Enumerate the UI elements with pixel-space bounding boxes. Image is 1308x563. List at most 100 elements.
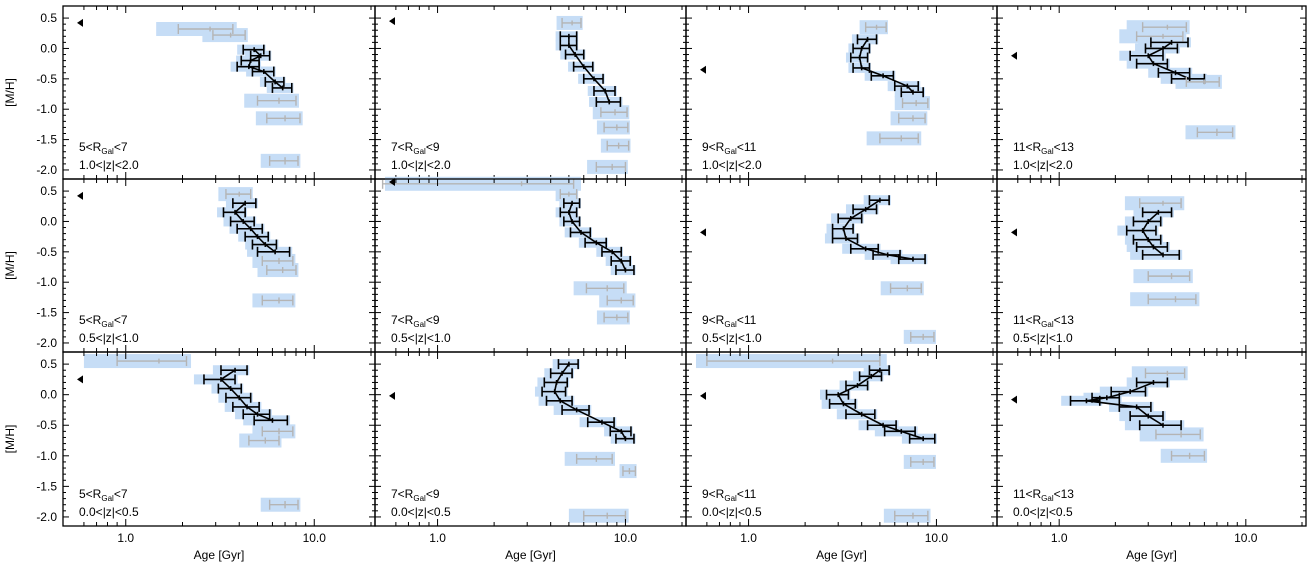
data-point-highlighted <box>593 85 616 96</box>
y-tick-label: -1.0 <box>36 102 57 116</box>
data-point-highlighted <box>852 204 878 215</box>
data-point-highlighted <box>559 31 578 42</box>
data-point-highlighted <box>203 374 236 385</box>
data-point-highlighted <box>1110 386 1147 397</box>
panel-label-height: 1.0<|z|<2.0 <box>702 158 762 172</box>
data-point-highlighted <box>868 365 890 376</box>
panel-label-height: 0.0<|z|<0.5 <box>702 505 762 519</box>
data-point-faint <box>910 456 935 467</box>
data-point-highlighted <box>225 392 252 403</box>
data-point-faint <box>268 155 299 166</box>
data-point-faint <box>1196 127 1234 138</box>
data-point-highlighted <box>845 380 869 391</box>
panel-2-2: 7<RGal<9 0.5<|z|<1.0 <box>374 176 687 353</box>
panel-label-radius: 9<RGal<11 <box>702 313 757 329</box>
panel-label-height: 0.5<|z|<1.0 <box>79 331 139 345</box>
data-point-highlighted <box>837 213 863 224</box>
panel-label-height: 0.0<|z|<0.5 <box>391 505 451 519</box>
data-point-highlighted <box>236 61 260 72</box>
panel-2-1: 5<RGal<7 0.5<|z|<1.0 0.5 0.0 -0.5 -1.0 -1.5 -2.… <box>36 178 376 353</box>
data-point-highlighted <box>1129 50 1164 61</box>
data-point-highlighted <box>900 87 924 98</box>
panel-label-r-part: 11<R <box>1013 313 1041 327</box>
y-tick-label: 0.0 <box>40 214 57 228</box>
y-axis-title: [M/H] <box>3 78 17 107</box>
trend-line <box>1141 211 1164 256</box>
data-point-highlighted <box>601 246 623 257</box>
trend-line <box>842 199 914 260</box>
data-point-faint <box>266 265 297 276</box>
data-point-faint <box>606 140 630 151</box>
data-point-faint <box>256 95 297 106</box>
data-point-highlighted <box>831 223 854 234</box>
data-point-highlighted <box>1132 234 1162 245</box>
y-tick-label: 0.5 <box>40 184 57 198</box>
x-tick-label: 1.0 <box>117 531 134 545</box>
data-point-faint <box>889 283 922 294</box>
panel-label-radius: 5<RGal<7 <box>79 487 128 503</box>
x-axis-titles: Age [Gyr] Age [Gyr] Age [Gyr] Age [Gyr] <box>194 548 1177 562</box>
panel-2-3: 9<RGal<11 0.5<|z|<1.0 <box>685 178 998 353</box>
panel-label-r-sub: Gal <box>1041 320 1054 329</box>
data-point-highlighted <box>563 216 581 227</box>
data-point-highlighted <box>849 52 869 63</box>
data-point-highlighted <box>1141 207 1173 218</box>
panel-frame <box>996 351 1307 527</box>
y-tick-label: -2.0 <box>36 336 57 350</box>
y-tick-label: -0.5 <box>36 72 57 86</box>
data-point-highlighted <box>825 389 850 400</box>
data-point-faint <box>381 178 575 189</box>
x-tick-label: 10.0 <box>303 531 327 545</box>
panel-label-r-end: <9 <box>426 487 440 501</box>
data-point-highlighted <box>893 81 920 92</box>
data-point-highlighted <box>897 254 926 265</box>
panel-grid: 5<RGal<7 1.0<|z|<2.0 0.5 0.0 -0.5 -1.0 -1.5 -2.… <box>36 5 1307 545</box>
y-tick-label: -0.5 <box>36 418 57 432</box>
data-point-highlighted <box>1125 225 1157 236</box>
data-point-highlighted <box>1135 241 1169 252</box>
data-point-highlighted <box>849 243 880 254</box>
data-point-faint <box>864 22 887 33</box>
panel-label-radius: 9<RGal<11 <box>702 140 757 156</box>
data-point-faint <box>248 435 280 446</box>
panel-label-radius: 11<RGal<13 <box>1013 140 1074 156</box>
y-tick-label: -0.5 <box>36 245 57 259</box>
data-point-highlighted <box>563 198 581 209</box>
data-point-faint <box>261 426 294 437</box>
data-point-highlighted <box>1135 58 1169 69</box>
data-point-faint <box>559 189 578 200</box>
data-point-highlighted <box>222 207 246 218</box>
y-tick-label: -1.0 <box>36 275 57 289</box>
panel-label-r-end: <11 <box>737 313 757 327</box>
data-point-highlighted <box>1129 411 1164 422</box>
panel-label-r-end: <9 <box>426 313 440 327</box>
data-point-faint <box>1144 368 1186 379</box>
panel-1-4: 11<RGal<13 1.0<|z|<2.0 <box>996 5 1307 180</box>
data-point-highlighted <box>883 426 916 437</box>
age-marker-triangle <box>389 391 395 400</box>
data-point-highlighted <box>242 409 271 420</box>
data-point-faint <box>225 189 252 200</box>
data-point-highlighted <box>251 239 278 250</box>
x-tick-label: 10.0 <box>925 531 949 545</box>
y-axis-title: [M/H] <box>3 251 17 280</box>
panel-label-r-end: <7 <box>114 313 128 327</box>
y-tick-label: -1.5 <box>36 133 57 147</box>
panel-label-height: 1.0<|z|<2.0 <box>1013 158 1073 172</box>
panel-label-height: 0.0<|z|<0.5 <box>79 505 139 519</box>
y-tick-label: -2.0 <box>36 163 57 177</box>
panel-label-height: 0.0<|z|<0.5 <box>1013 505 1073 519</box>
data-point-highlighted <box>549 368 573 379</box>
panel-label-height: 0.5<|z|<1.0 <box>1013 331 1073 345</box>
panel-label-radius: 7<RGal<9 <box>391 487 440 503</box>
data-point-faint <box>622 466 637 477</box>
data-point-highlighted <box>244 231 270 242</box>
data-point-highlighted <box>271 82 293 93</box>
panel-label-r-end: <7 <box>114 140 128 154</box>
panel-label-r-part: 11<R <box>1013 140 1041 154</box>
age-marker-triangle <box>1011 51 1017 60</box>
panel-3-4: 11<RGal<13 0.0<|z|<0.5 1.0 10.0 <box>996 351 1307 545</box>
panel-label-r-part: 9<R <box>702 487 725 501</box>
panel-label-r-sub: Gal <box>101 494 114 503</box>
data-point-faint <box>1185 76 1220 87</box>
